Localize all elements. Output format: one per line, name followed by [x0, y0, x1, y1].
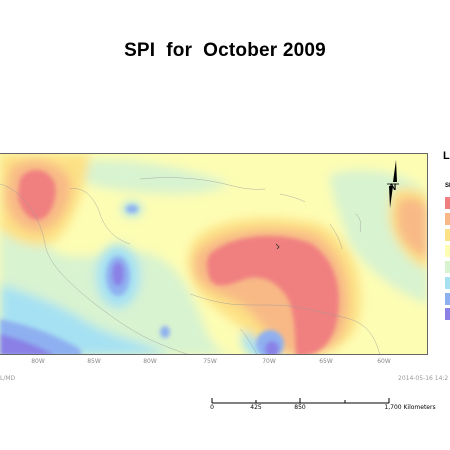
legend-swatch-6: [445, 277, 450, 289]
lon-label-4: 75W: [203, 358, 217, 365]
zone-very-wet-south: [265, 341, 279, 354]
legend-subtitle: SI: [445, 183, 450, 189]
scale-tick-850: 850: [294, 404, 306, 411]
zone-near-normal-north: [60, 160, 230, 194]
map-title: SPI for October 2009: [124, 40, 326, 61]
lon-label-3: 80W: [143, 358, 157, 365]
zone-very-wet-center: [112, 262, 124, 286]
lon-label-5: 70W: [262, 358, 276, 365]
scale-tick-425: 425: [250, 404, 262, 411]
legend-swatch-2: [445, 213, 450, 225]
zone-very-wet-southwest: [0, 334, 52, 354]
legend-title: L: [443, 150, 450, 162]
spi-map-canvas: [0, 154, 427, 354]
legend-swatch-1: [445, 197, 450, 209]
lon-label-6: 65W: [319, 358, 333, 365]
north-arrow-icon: N: [384, 160, 402, 213]
legend-swatch-3: [445, 229, 450, 241]
zone-moderately-wet-north: [126, 205, 138, 213]
spi-map[interactable]: [0, 153, 428, 355]
legend-swatch-8: [445, 308, 450, 320]
zone-moderately-dry-east: [396, 197, 427, 259]
scale-bar: [205, 392, 395, 410]
legend-swatch-5: [445, 261, 450, 273]
credit-date: 2014-05-16 14:2: [398, 375, 449, 382]
lon-label-7: 60W: [377, 358, 391, 365]
credit-left: L/MD: [0, 375, 16, 382]
zone-slightly-wet-small: [160, 326, 170, 338]
coastlines: [0, 177, 380, 354]
zone-very-dry-northwest: [18, 169, 56, 220]
legend-swatch-4: [445, 245, 450, 257]
zone-very-dry-center: [207, 236, 339, 354]
north-arrow-label: N: [390, 182, 397, 192]
lon-label-1: 80W: [31, 358, 45, 365]
lon-label-2: 85W: [87, 358, 101, 365]
scale-tick-0: 0: [210, 404, 214, 411]
scale-tick-1700: 1,700 Kilometers: [384, 404, 436, 411]
legend-swatch-7: [445, 293, 450, 305]
lake-marker: [275, 243, 280, 250]
